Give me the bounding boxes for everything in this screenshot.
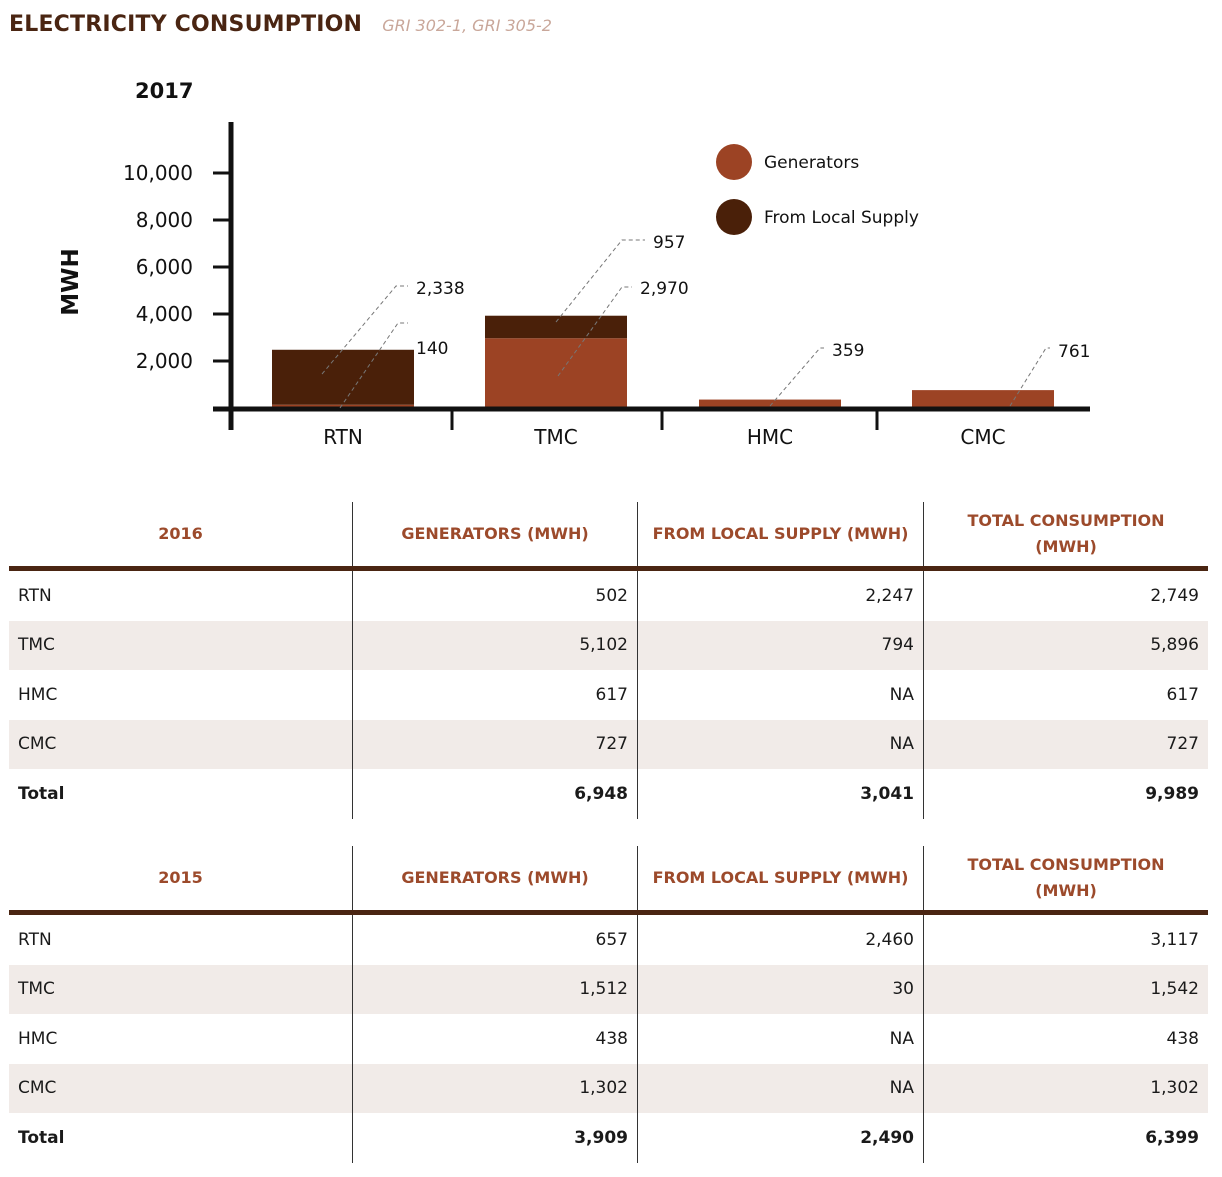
data-label: 2,338 (416, 279, 465, 299)
data-label: 359 (832, 341, 864, 361)
stacked-bar-chart: 2017 MWH 2,000 4,000 6,000 8,000 10,000 RTN TMC H… (58, 79, 1090, 449)
cell-local-supply: NA (637, 670, 923, 720)
table-row: RTN 502 2,247 2,749 (9, 571, 1208, 621)
y-tick-label: 6,000 (136, 255, 193, 279)
y-axis-label: MWH (58, 248, 84, 316)
cell-local-supply: 2,490 (637, 1113, 923, 1163)
cell-local-supply: 2,247 (637, 571, 923, 621)
cell-generators: 6,948 (352, 769, 637, 819)
y-tick-label: 2,000 (136, 349, 193, 373)
cell-local-supply: 794 (637, 620, 923, 670)
cell-local-supply: NA (637, 719, 923, 769)
bar-generators (912, 390, 1054, 408)
cell-site: Total (18, 1127, 65, 1148)
table-total-row: Total 3,909 2,490 6,399 (9, 1113, 1208, 1163)
bar-generators (272, 404, 414, 408)
cell-total: 5,896 (923, 620, 1208, 670)
table-row: HMC 617 NA 617 (9, 670, 1208, 720)
bar-local-supply (485, 315, 627, 339)
cell-site: TMC (18, 635, 55, 656)
page-title: ELECTRICITY CONSUMPTION (9, 12, 363, 37)
y-tick-label: 4,000 (136, 302, 193, 326)
cell-site: RTN (18, 585, 52, 606)
total-consumption-header: TOTAL CONSUMPTION (MWH) (923, 502, 1208, 566)
cell-total: 617 (923, 670, 1208, 720)
cell-site: Total (18, 783, 65, 804)
generators-header: GENERATORS (MWH) (352, 846, 637, 910)
cell-total: 1,542 (923, 964, 1208, 1014)
cell-local-supply: NA (637, 1014, 923, 1064)
category-label: HMC (747, 425, 793, 449)
cell-site: HMC (18, 684, 58, 705)
annotation-leader (557, 286, 632, 377)
table-row: TMC 1,512 30 1,542 (9, 964, 1208, 1014)
generators-header: GENERATORS (MWH) (352, 502, 637, 566)
table-row: CMC 1,302 NA 1,302 (9, 1063, 1208, 1113)
cell-generators: 3,909 (352, 1113, 637, 1163)
bar-generators (485, 338, 627, 408)
local-supply-header: FROM LOCAL SUPPLY (MWH) (637, 502, 923, 566)
cell-generators: 1,512 (352, 964, 637, 1014)
table-header: 2015 GENERATORS (MWH) FROM LOCAL SUPPLY … (9, 846, 1208, 915)
data-label: 2,970 (640, 279, 689, 299)
category-label: CMC (960, 425, 1005, 449)
cell-generators: 727 (352, 719, 637, 769)
cell-generators: 5,102 (352, 620, 637, 670)
cell-local-supply: 3,041 (637, 769, 923, 819)
annotation-leader (321, 285, 408, 375)
cell-local-supply: NA (637, 1063, 923, 1113)
cell-site: CMC (18, 734, 57, 755)
cell-site: HMC (18, 1028, 58, 1049)
annotation-leader (1009, 347, 1050, 407)
table-row: TMC 5,102 794 5,896 (9, 620, 1208, 670)
bar-generators (699, 399, 841, 408)
year-header: 2016 (158, 524, 203, 544)
total-consumption-header: TOTAL CONSUMPTION (MWH) (923, 846, 1208, 910)
y-tick-label: 8,000 (136, 208, 193, 232)
cell-total: 3,117 (923, 915, 1208, 965)
table-row: RTN 657 2,460 3,117 (9, 915, 1208, 965)
table-header: 2016 GENERATORS (MWH) FROM LOCAL SUPPLY … (9, 502, 1208, 571)
cell-generators: 1,302 (352, 1063, 637, 1113)
table-2016: 2016 GENERATORS (MWH) FROM LOCAL SUPPLY … (9, 502, 1208, 819)
annotation-leader (769, 347, 824, 407)
cell-site: RTN (18, 929, 52, 950)
table-row: CMC 727 NA 727 (9, 719, 1208, 769)
cell-generators: 502 (352, 571, 637, 621)
cell-generators: 617 (352, 670, 637, 720)
cell-site: TMC (18, 979, 55, 1000)
cell-total: 727 (923, 719, 1208, 769)
year-header: 2015 (158, 868, 203, 888)
cell-local-supply: 2,460 (637, 915, 923, 965)
page-header: ELECTRICITY CONSUMPTION GRI 302-1, GRI 3… (9, 12, 552, 37)
y-tick-label: 10,000 (123, 161, 193, 185)
category-label: TMC (533, 425, 577, 449)
legend-swatch (716, 144, 752, 180)
chart-title: 2017 (135, 79, 193, 103)
legend-label: Generators (764, 153, 859, 173)
category-label: RTN (323, 425, 363, 449)
legend-swatch (716, 199, 752, 235)
cell-total: 9,989 (923, 769, 1208, 819)
table-row: HMC 438 NA 438 (9, 1014, 1208, 1064)
table-total-row: Total 6,948 3,041 9,989 (9, 769, 1208, 819)
cell-total: 2,749 (923, 571, 1208, 621)
table-2015: 2015 GENERATORS (MWH) FROM LOCAL SUPPLY … (9, 846, 1208, 1163)
data-label: 140 (416, 339, 448, 359)
bar-local-supply (272, 349, 414, 405)
cell-total: 1,302 (923, 1063, 1208, 1113)
cell-generators: 438 (352, 1014, 637, 1064)
cell-total: 6,399 (923, 1113, 1208, 1163)
annotation-leader (555, 239, 645, 323)
cell-generators: 657 (352, 915, 637, 965)
legend-label: From Local Supply (764, 208, 919, 228)
data-label: 761 (1058, 342, 1090, 362)
cell-site: CMC (18, 1078, 57, 1099)
local-supply-header: FROM LOCAL SUPPLY (MWH) (637, 846, 923, 910)
page-subtitle: GRI 302-1, GRI 305-2 (382, 16, 552, 35)
cell-total: 438 (923, 1014, 1208, 1064)
cell-local-supply: 30 (637, 964, 923, 1014)
data-label: 957 (653, 233, 685, 253)
